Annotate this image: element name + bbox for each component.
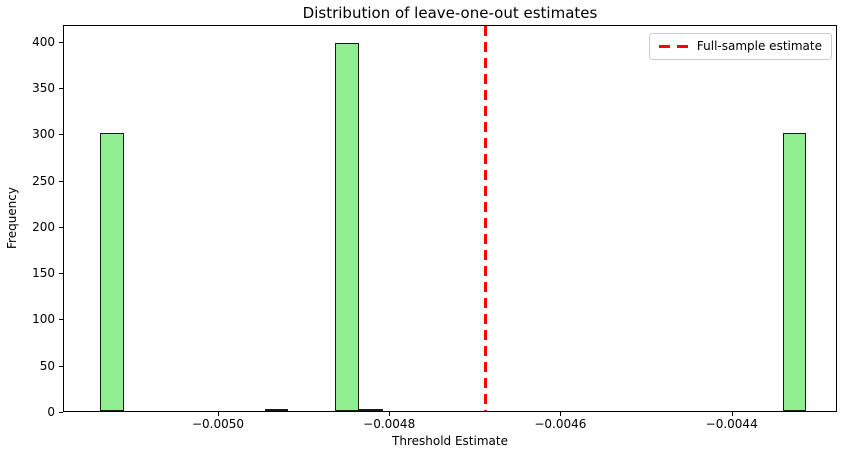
histogram-bar xyxy=(335,42,359,411)
y-tick-label: 350 xyxy=(32,81,55,95)
y-tick-mark xyxy=(59,365,63,367)
histogram-bar xyxy=(100,133,124,411)
y-axis-label: Frequency xyxy=(5,187,19,249)
y-tick-mark xyxy=(59,412,63,413)
y-tick-mark xyxy=(59,88,63,89)
histogram-bar xyxy=(359,409,383,411)
histogram-bar xyxy=(264,409,289,411)
full-sample-estimate-vline xyxy=(483,26,487,411)
y-tick-label: 250 xyxy=(32,173,55,188)
plot-area: Full-sample estimate xyxy=(63,25,837,412)
x-tick-label: −0.0048 xyxy=(363,417,416,431)
x-axis-label: Threshold Estimate xyxy=(392,434,508,448)
x-tick-label: −0.0044 xyxy=(705,417,758,431)
y-tick-label: 100 xyxy=(32,312,55,327)
x-tick-mark xyxy=(218,412,219,416)
y-tick-mark xyxy=(59,226,63,228)
y-tick-mark xyxy=(59,180,63,182)
y-tick-label: 300 xyxy=(32,127,55,142)
x-tick-mark xyxy=(731,412,733,416)
y-tick-mark xyxy=(59,273,63,275)
y-tick-mark xyxy=(59,41,63,43)
x-tick-label: −0.0050 xyxy=(191,417,245,431)
red-dashed-line-icon xyxy=(658,45,688,48)
legend: Full-sample estimate xyxy=(648,33,832,60)
y-tick-label: 200 xyxy=(32,219,55,234)
x-tick-mark xyxy=(560,412,562,416)
y-tick-label: 150 xyxy=(32,266,55,281)
x-tick-mark xyxy=(389,412,391,416)
histogram-bar xyxy=(782,133,807,411)
legend-label: Full-sample estimate xyxy=(696,39,822,53)
y-tick-label: 50 xyxy=(39,358,55,373)
y-tick-label: 0 xyxy=(47,405,55,419)
chart-title: Distribution of leave-one-out estimates xyxy=(302,4,598,22)
x-tick-label: −0.0046 xyxy=(534,417,587,431)
y-tick-mark xyxy=(59,134,63,136)
y-tick-label: 400 xyxy=(32,34,55,49)
y-tick-mark xyxy=(59,319,63,321)
